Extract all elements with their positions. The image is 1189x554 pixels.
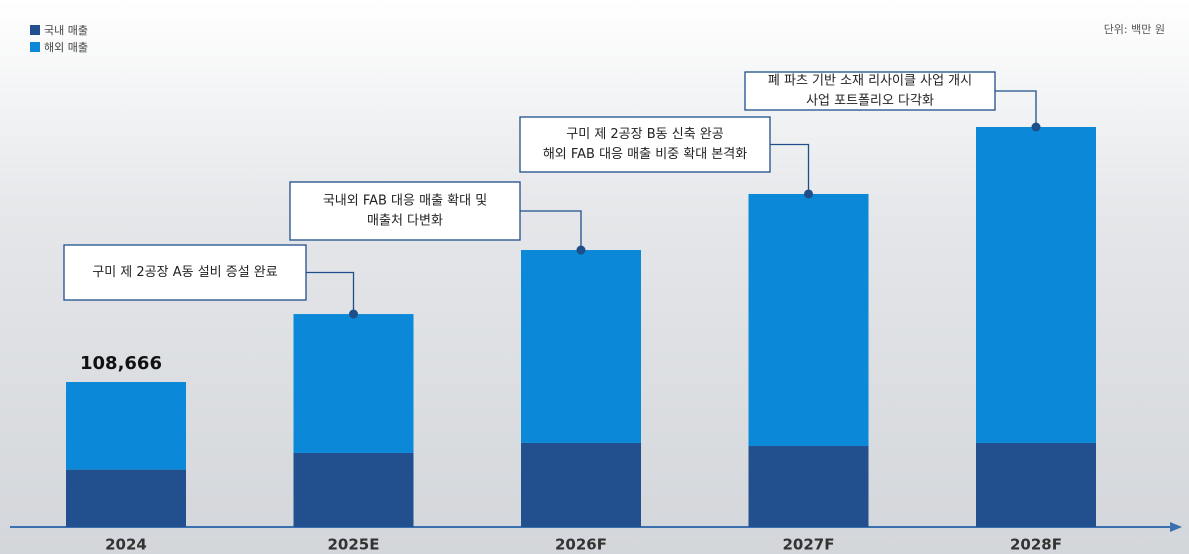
axis-arrow	[1170, 522, 1182, 532]
connector-dot	[349, 309, 358, 319]
annotation-text: 사업 포트폴리오 다각화	[806, 94, 934, 109]
annotation-text: 해외 FAB 대응 매출 비중 확대 본격화	[543, 147, 747, 162]
annotation-text: 구미 제 2공장 B동 신축 완공	[566, 127, 723, 142]
bar-segment	[976, 127, 1096, 443]
connector	[520, 210, 582, 251]
bar-segment	[66, 469, 186, 527]
legend-swatch	[30, 25, 40, 35]
annotation-text: 폐 파츠 기반 소재 리사이클 사업 개시	[768, 74, 972, 89]
bar-segment	[748, 446, 869, 527]
legend-label: 국내 매출	[44, 24, 88, 37]
annotation-text: 구미 제 2공장 A동 설비 증설 완료	[92, 265, 278, 280]
x-tick-label: 2024	[105, 536, 147, 554]
connector-dot	[804, 189, 813, 199]
annotation-text: 국내외 FAB 대응 매출 확대 및	[323, 194, 487, 209]
bar-segment	[521, 442, 641, 527]
connector-dot	[1031, 122, 1041, 132]
bar-segment	[976, 442, 1096, 527]
connector	[306, 271, 355, 315]
annotation-text: 매출처 다변화	[367, 214, 443, 229]
connector	[995, 90, 1037, 127]
x-tick-label: 2028F	[1010, 536, 1062, 554]
unit-label: 단위: 백만 원	[1104, 23, 1165, 36]
annotation-box	[519, 116, 771, 173]
total-label: 108,666	[80, 353, 162, 374]
bar-segment	[293, 314, 414, 453]
legend-swatch	[30, 42, 40, 52]
bar-segment	[66, 382, 186, 470]
x-tick-label: 2026F	[555, 536, 607, 554]
bar-segment	[521, 250, 641, 443]
bar-segment	[293, 452, 414, 527]
legend-label: 해외 매출	[44, 40, 88, 54]
bar-segment	[748, 193, 869, 447]
annotation-box	[289, 181, 521, 241]
annotation-box	[744, 71, 996, 111]
x-tick-label: 2025E	[328, 536, 380, 554]
x-tick-label: 2027F	[783, 536, 835, 554]
connector-dot	[576, 245, 586, 255]
connector	[770, 143, 810, 194]
annotation-box	[63, 244, 307, 301]
